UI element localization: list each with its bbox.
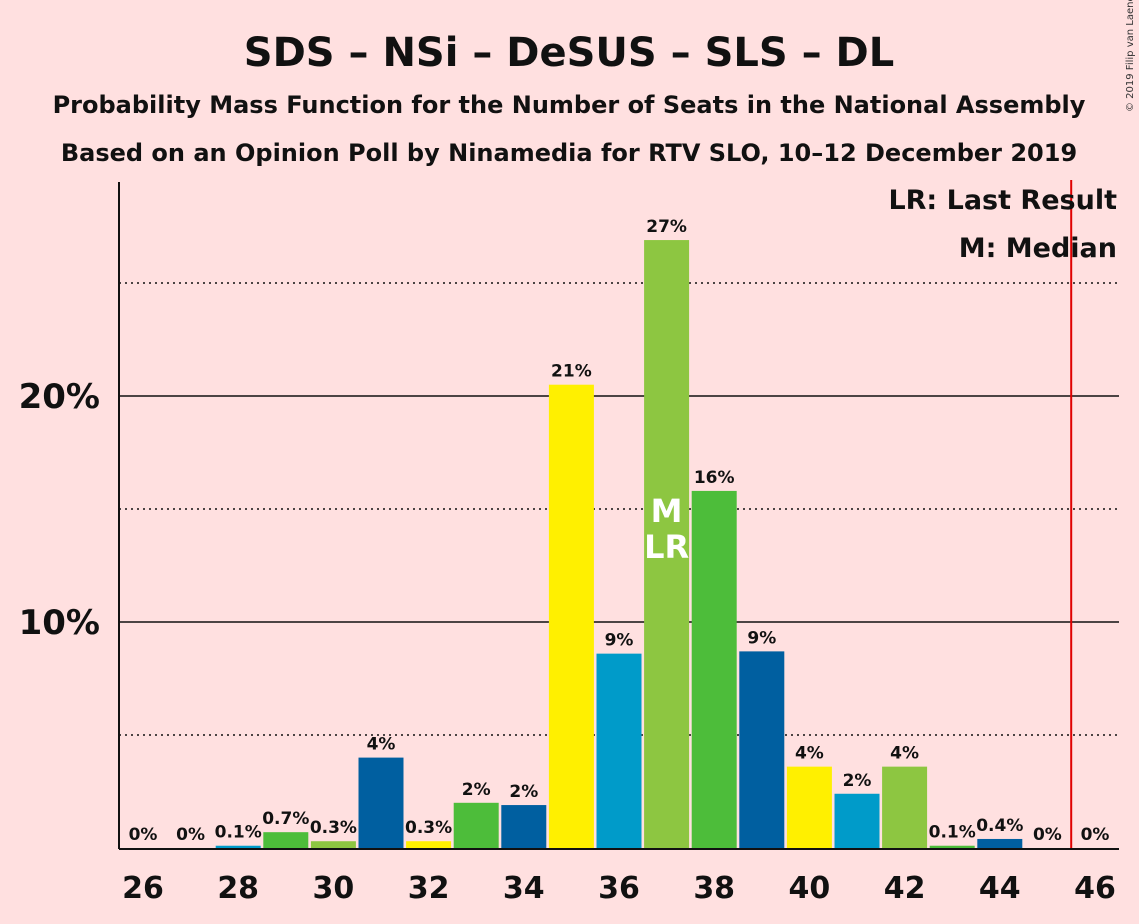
chart-title: SDS – NSi – DeSUS – SLS – DL	[244, 30, 894, 76]
data-label-seat-36: 9%	[605, 631, 634, 651]
bar-seat-28	[215, 845, 261, 848]
x-tick-label: 38	[693, 871, 735, 906]
data-label-seat-44: 0.4%	[976, 816, 1023, 836]
data-labels: 0% 0% 0.1%0.7% 0.3%4%0.3%2% 2%21%9%27%16%9%4…	[129, 217, 1110, 845]
bar-seat-37	[644, 240, 690, 848]
x-tick-label: 44	[979, 871, 1021, 906]
median-marker: M	[651, 492, 683, 530]
x-tick-label: 46	[1074, 871, 1116, 906]
bar-seat-35	[548, 384, 594, 848]
x-tick-label: 30	[313, 871, 355, 906]
data-label-seat-31: 4%	[367, 735, 396, 755]
data-label-seat-41: 2%	[843, 771, 872, 791]
bar-seat-36	[596, 653, 642, 848]
data-label-seat-43: 0.1%	[929, 823, 976, 843]
last-result-marker: LR	[644, 528, 689, 566]
bar-seat-33	[453, 802, 499, 848]
bar-seat-29	[263, 832, 309, 848]
data-label-seat-38: 16%	[694, 468, 735, 488]
bar-seat-39	[739, 651, 785, 848]
bar-seat-38	[691, 490, 737, 848]
x-tick-label: 36	[598, 871, 640, 906]
bar-seat-44	[977, 838, 1023, 848]
x-tick-label: 26	[122, 871, 164, 906]
x-ticks: 26 28 30 32 34 36 38 40 42 44 46	[122, 871, 1116, 906]
y-tick-label: 20%	[19, 377, 100, 417]
legend-last-result: LR: Last Result	[888, 185, 1117, 216]
data-label-seat-26: 0%	[129, 825, 158, 845]
bar-seat-31	[358, 757, 404, 848]
bar-seat-32	[406, 841, 452, 848]
y-ticks: 10% 20%	[19, 377, 100, 643]
data-label-seat-42: 4%	[890, 744, 919, 764]
data-label-seat-35: 21%	[551, 362, 592, 382]
legend-median: M: Median	[959, 233, 1117, 264]
data-label-seat-46: 0%	[1081, 825, 1110, 845]
bar-seat-42	[882, 766, 928, 848]
chart-subtitle-2: Based on an Opinion Poll by Ninamedia fo…	[61, 139, 1077, 167]
data-label-seat-30: 0.3%	[310, 818, 357, 838]
bar-seat-30	[310, 841, 356, 848]
data-label-seat-32: 0.3%	[405, 818, 452, 838]
y-tick-label: 10%	[19, 603, 100, 643]
data-label-seat-29: 0.7%	[262, 809, 309, 829]
bar-seat-34	[501, 805, 547, 848]
data-label-seat-27: 0%	[176, 825, 205, 845]
x-tick-label: 32	[408, 871, 450, 906]
chart-subtitle-1: Probability Mass Function for the Number…	[53, 91, 1086, 119]
bar-seat-43	[929, 845, 975, 848]
data-label-seat-40: 4%	[795, 744, 824, 764]
bars	[215, 240, 1023, 848]
data-label-seat-34: 2%	[509, 782, 538, 802]
x-tick-label: 34	[503, 871, 545, 906]
data-label-seat-45: 0%	[1033, 825, 1062, 845]
x-tick-label: 42	[884, 871, 926, 906]
bar-seat-40	[786, 766, 832, 848]
data-label-seat-39: 9%	[747, 628, 776, 648]
x-tick-label: 40	[789, 871, 831, 906]
data-label-seat-37: 27%	[646, 217, 687, 237]
copyright-note: © 2019 Filip van Laenen	[1125, 0, 1136, 112]
data-label-seat-28: 0.1%	[215, 823, 262, 843]
x-tick-label: 28	[217, 871, 259, 906]
bar-seat-41	[834, 793, 880, 848]
data-label-seat-33: 2%	[462, 780, 491, 800]
